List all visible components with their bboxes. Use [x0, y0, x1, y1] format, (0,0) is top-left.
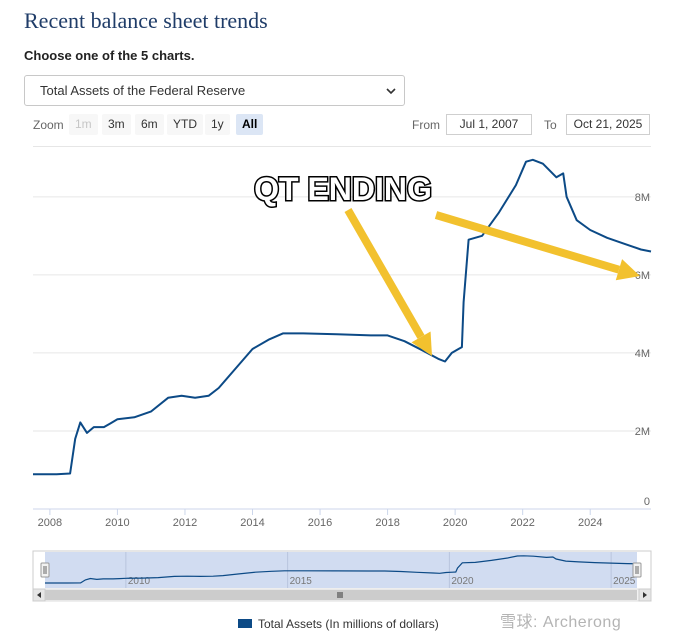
legend-label: Total Assets (In millions of dollars): [258, 617, 439, 631]
navigator-right-handle[interactable]: [632, 562, 642, 578]
zoom-3m-button[interactable]: 3m: [102, 114, 131, 135]
qt-arrow-down-shaft: [344, 208, 425, 339]
x-tick-label: 2018: [375, 517, 399, 529]
qt-arrow-down-head: [411, 331, 432, 356]
zoom-1y-button[interactable]: 1y: [205, 114, 230, 135]
y-tick-label: 2M: [635, 426, 650, 438]
chart-select[interactable]: Total Assets of the Federal Reserve: [24, 75, 405, 106]
legend-swatch: [238, 619, 252, 628]
y-tick-label: 8M: [635, 192, 650, 204]
navigator-tick-label: 2020: [451, 576, 474, 587]
chart-legend[interactable]: Total Assets (In millions of dollars): [238, 617, 439, 631]
zoom-ytd-button[interactable]: YTD: [167, 114, 203, 135]
qt-arrow-right-head: [615, 259, 640, 281]
y-tick-label: 6M: [635, 270, 650, 282]
range-from-input[interactable]: Jul 1, 2007: [446, 114, 532, 135]
zoom-label: Zoom: [33, 118, 64, 132]
navigator-tick-label: 2025: [613, 576, 636, 587]
navigator-selection[interactable]: [45, 552, 637, 588]
x-tick-label: 2012: [173, 517, 197, 529]
y-tick-label: 4M: [635, 348, 650, 360]
qt-arrow-right-shaft: [434, 211, 621, 274]
range-to-label: To: [544, 118, 557, 132]
navigator-tick-label: 2010: [128, 576, 151, 587]
zoom-all-button[interactable]: All: [236, 114, 264, 135]
page-title: Recent balance sheet trends: [24, 8, 268, 33]
x-tick-label: 2008: [38, 517, 62, 529]
qt-ending-annotation: QT ENDING: [254, 171, 432, 207]
zoom-6m-button[interactable]: 6m: [135, 114, 164, 135]
x-tick-label: 2020: [443, 517, 467, 529]
chart-select-value: Total Assets of the Federal Reserve: [40, 83, 246, 98]
x-tick-label: 2014: [240, 517, 264, 529]
chevron-down-icon: [386, 88, 396, 95]
x-tick-label: 2022: [510, 517, 534, 529]
range-to-input[interactable]: Oct 21, 2025: [566, 114, 650, 135]
chart-top-border: [33, 146, 651, 147]
x-tick-label: 2016: [308, 517, 332, 529]
scrollbar-thumb[interactable]: [45, 590, 637, 600]
arrow-left-icon: [37, 592, 41, 598]
navigator-series-line: [45, 555, 638, 584]
x-tick-label: 2024: [578, 517, 602, 529]
navigator-left-handle[interactable]: [40, 562, 50, 578]
x-tick-label: 2010: [105, 517, 129, 529]
watermark: 雪球: Archerong: [500, 614, 622, 631]
y-tick-label: 0: [644, 496, 650, 508]
arrow-right-icon: [643, 592, 647, 598]
zoom-1m-button[interactable]: 1m: [69, 114, 98, 135]
chart-chooser-label: Choose one of the 5 charts.: [24, 48, 195, 63]
navigator-tick-label: 2015: [290, 576, 313, 587]
range-from-label: From: [412, 118, 440, 132]
total-assets-series-line: [33, 158, 652, 476]
